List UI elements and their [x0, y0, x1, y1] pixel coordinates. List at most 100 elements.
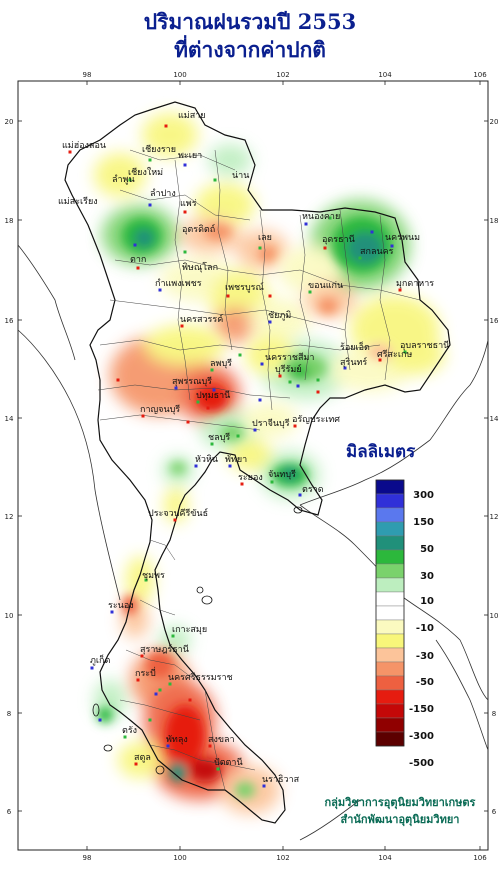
station-marker	[136, 266, 140, 270]
station-marker	[268, 320, 272, 324]
place-label: ลำพูน	[112, 174, 135, 185]
legend-swatch	[375, 563, 405, 579]
legend-swatch	[375, 577, 405, 593]
place-label: หนองคาย	[302, 212, 340, 222]
place-label: ขอนแก่น	[308, 281, 343, 291]
station-marker	[253, 428, 257, 432]
legend-swatch	[375, 549, 405, 565]
station-marker	[196, 400, 200, 404]
station-marker	[398, 288, 402, 292]
legend-swatch	[375, 535, 405, 551]
station-marker	[110, 610, 114, 614]
place-label: ประจวบคีรีขันธ์	[148, 507, 208, 519]
station-marker	[236, 434, 240, 438]
station-marker	[128, 178, 132, 182]
place-label: ชัยภูมิ	[268, 310, 291, 321]
legend-swatch	[375, 703, 405, 719]
station-marker	[316, 378, 320, 382]
station-marker	[258, 246, 262, 250]
station-marker	[166, 744, 170, 748]
station-marker	[213, 178, 217, 182]
station-marker	[158, 688, 162, 692]
place-label: ระนอง	[108, 601, 134, 611]
y-tick-label-right: 20	[490, 118, 499, 126]
station-marker	[323, 246, 327, 250]
station-marker	[206, 406, 210, 410]
y-tick-label-left: 8	[7, 710, 11, 718]
place-label: สุพรรณบุรี	[172, 376, 212, 387]
place-label: ตราด	[302, 485, 324, 495]
y-tick-label-right: 14	[490, 415, 499, 423]
station-marker	[140, 654, 144, 658]
station-marker	[288, 380, 292, 384]
place-label: แม่ฮ่องสอน	[62, 141, 106, 151]
place-label: น่าน	[232, 171, 249, 181]
place-label: นครศรีธรรมราช	[168, 672, 233, 683]
station-marker	[240, 482, 244, 486]
station-marker	[141, 414, 145, 418]
place-label: แม่สาย	[178, 111, 206, 121]
place-label: ตาก	[130, 255, 146, 265]
legend-label: -50	[416, 677, 434, 688]
station-marker	[148, 718, 152, 722]
map-subtitle: ที่ต่างจากค่าปกติ	[174, 37, 326, 62]
station-marker	[258, 398, 262, 402]
y-tick-label-right: 12	[490, 513, 499, 521]
station-marker	[208, 744, 212, 748]
place-label: สงขลา	[208, 735, 235, 745]
legend-label: -10	[416, 623, 434, 634]
legend-swatch	[375, 591, 405, 607]
station-marker	[136, 678, 140, 682]
legend-label: 300	[413, 490, 434, 501]
station-marker	[123, 735, 127, 739]
station-marker	[226, 294, 230, 298]
y-axis-ticks-right: 20 18 16 14 12 10 8 6	[484, 118, 499, 816]
y-tick-label-left: 14	[5, 415, 14, 423]
x-tick-label-bottom: 100	[173, 854, 186, 862]
place-label: กระบี่	[135, 666, 156, 679]
place-label: เชียงใหม่	[128, 167, 163, 178]
place-label: สกลนคร	[360, 247, 394, 257]
station-marker	[296, 384, 300, 388]
legend-swatch	[375, 731, 405, 747]
place-label: หัวหิน	[195, 454, 218, 465]
place-label: อุตรดิตถ์	[182, 223, 215, 235]
place-label: นราธิวาส	[262, 774, 300, 785]
station-marker	[183, 250, 187, 254]
legend-label: -150	[409, 704, 434, 715]
station-marker	[304, 222, 308, 226]
credit-line-2: สำนักพัฒนาอุตุนิยมวิทยา	[340, 813, 460, 826]
legend-label: -500	[409, 758, 434, 769]
station-markers	[68, 124, 407, 788]
station-marker	[216, 767, 220, 771]
station-marker	[370, 230, 374, 234]
place-label: ปทุมธานี	[196, 390, 230, 401]
legend-swatch	[375, 717, 405, 733]
place-label: จันทบุรี	[268, 469, 296, 480]
place-label: เชียงราย	[142, 144, 176, 155]
place-label: แม่สะเรียง	[58, 196, 98, 207]
y-tick-label-right: 18	[490, 217, 499, 225]
place-label: ลำปาง	[150, 188, 176, 199]
station-marker	[183, 163, 187, 167]
x-tick-label-bottom: 104	[378, 854, 392, 862]
legend-label: 150	[413, 517, 434, 528]
place-label: อุบลราชธานี	[400, 340, 449, 351]
station-marker	[186, 420, 190, 424]
place-label: เพชรบูรณ์	[225, 281, 264, 293]
x-axis-ticks-top: 98 100 102 104 106	[83, 71, 487, 85]
x-tick-label-bottom: 106	[473, 854, 487, 862]
place-label: เลย	[258, 233, 272, 243]
station-marker	[116, 378, 120, 382]
legend-swatch	[375, 507, 405, 523]
station-marker	[210, 442, 214, 446]
station-marker	[173, 518, 177, 522]
legend-swatch	[375, 521, 405, 537]
legend-swatch	[375, 479, 405, 495]
station-marker	[270, 480, 274, 484]
place-label: สุรินทร์	[340, 356, 367, 368]
station-marker	[148, 203, 152, 207]
place-label: พัทยา	[225, 455, 247, 465]
station-marker	[168, 682, 172, 686]
